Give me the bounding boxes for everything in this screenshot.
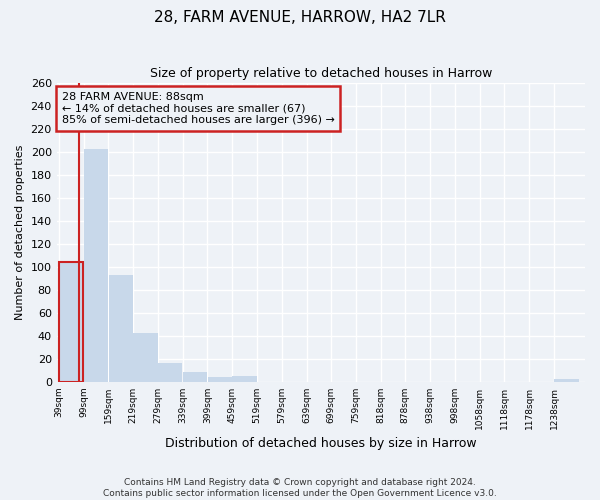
Bar (232, 376, 257, 382)
Bar (84, 148, 108, 382)
Bar (158, 364, 182, 382)
Y-axis label: Number of detached properties: Number of detached properties (15, 144, 25, 320)
Bar (109, 275, 133, 382)
Text: Contains HM Land Registry data © Crown copyright and database right 2024.
Contai: Contains HM Land Registry data © Crown c… (103, 478, 497, 498)
Bar (59, 262, 83, 382)
Bar (208, 377, 232, 382)
X-axis label: Distribution of detached houses by size in Harrow: Distribution of detached houses by size … (165, 437, 476, 450)
Bar (133, 334, 158, 382)
Bar (59, 262, 83, 382)
Bar (554, 380, 578, 382)
Bar (183, 372, 207, 382)
Text: 28, FARM AVENUE, HARROW, HA2 7LR: 28, FARM AVENUE, HARROW, HA2 7LR (154, 10, 446, 25)
Title: Size of property relative to detached houses in Harrow: Size of property relative to detached ho… (149, 68, 492, 80)
Text: 28 FARM AVENUE: 88sqm
← 14% of detached houses are smaller (67)
85% of semi-deta: 28 FARM AVENUE: 88sqm ← 14% of detached … (62, 92, 335, 125)
